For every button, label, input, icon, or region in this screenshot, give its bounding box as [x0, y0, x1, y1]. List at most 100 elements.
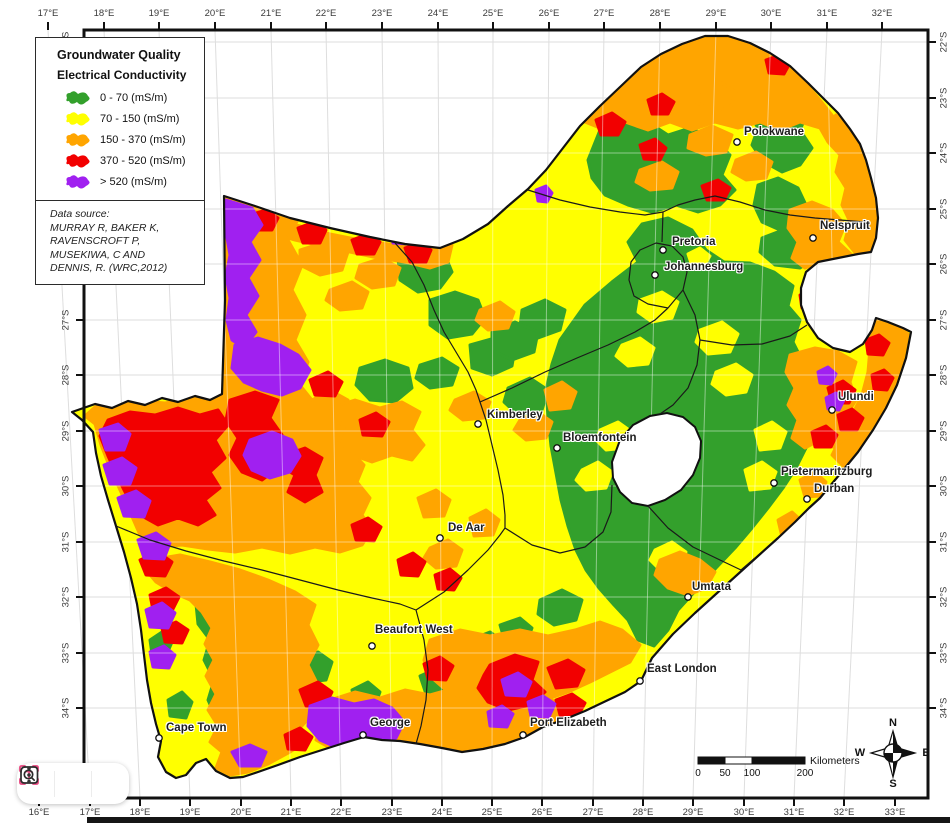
data-source-line: RAVENSCROFT P, — [50, 235, 141, 247]
axis-tick-label: 22°E — [315, 8, 337, 19]
axis-tick-label: 24°E — [427, 8, 449, 19]
axis-tick-label: 33°E — [884, 807, 906, 818]
axis-tick-label: 31°S — [60, 531, 72, 553]
axis-tick-label: 26°E — [538, 8, 560, 19]
city-label-east-london: East London — [647, 663, 717, 675]
legend-item-label: > 520 (mS/m) — [100, 175, 167, 188]
axis-tick-label: 23°S — [938, 87, 950, 109]
province-boundaries — [115, 189, 866, 745]
toolbar-divider — [53, 770, 55, 797]
axis-tick-label: 30°S — [60, 475, 72, 497]
axis-tick-label: 24°E — [431, 807, 453, 818]
axis-tick-label: 27°E — [593, 8, 615, 19]
axis-tick-label: 27°E — [582, 807, 604, 818]
axis-tick-label: 32°E — [871, 8, 893, 19]
city-label-ulundi: Ulundi — [838, 391, 874, 403]
axis-tick-label: 19°E — [148, 8, 170, 19]
axis-tick-label: 29°S — [60, 420, 72, 442]
legend-swatch-blob-icon — [66, 112, 90, 126]
axis-tick-label: 20°E — [230, 807, 252, 818]
axis-tick-label: 24°S — [938, 142, 950, 164]
legend-item: 370 - 520 (mS/m) — [65, 152, 196, 169]
axis-tick-label: 22°S — [938, 31, 950, 53]
axis-tick-label: 27°S — [60, 309, 72, 331]
city-label-nelspruit: Nelspruit — [820, 220, 870, 232]
axis-tick-label: 28°S — [60, 364, 72, 386]
data-source-note: Data source: MURRAY R, BAKER K, RAVENSCR… — [36, 200, 204, 284]
axis-tick-label: 21°E — [260, 8, 282, 19]
axis-tick-label: 28°E — [649, 8, 671, 19]
country-outline — [70, 34, 913, 780]
city-label-kimberley: Kimberley — [487, 409, 543, 421]
axis-tick-label: 33°S — [60, 642, 72, 664]
axis-tick-label: 21°E — [280, 807, 302, 818]
axis-tick-label: 20°E — [204, 8, 226, 19]
axis-tick-label: 32°S — [938, 586, 950, 608]
lesotho-hole — [610, 411, 703, 508]
axis-tick-label: 23°E — [371, 8, 393, 19]
compass-south-label: S — [889, 778, 897, 790]
axis-tick-label: 17°E — [37, 8, 59, 19]
city-label-polokwane: Polokwane — [744, 126, 805, 138]
axis-tick-label: 28°E — [632, 807, 654, 818]
legend-item: 150 - 370 (mS/m) — [65, 131, 196, 148]
city-label-durban: Durban — [814, 483, 855, 495]
axis-tick-label: 32°S — [60, 586, 72, 608]
compass-west-label: W — [854, 747, 866, 759]
axis-tick-label: 32°E — [833, 807, 855, 818]
legend-item: > 520 (mS/m) — [65, 173, 196, 190]
axis-tick-label: 31°E — [816, 8, 838, 19]
city-dots — [155, 138, 836, 742]
city-label-george: George — [370, 717, 411, 729]
axis-tick-label: 25°S — [938, 198, 950, 220]
axis-tick-label: 18°E — [93, 8, 115, 19]
axis-tick-label: 26°S — [938, 253, 950, 275]
legend-item-label: 150 - 370 (mS/m) — [100, 133, 186, 146]
legend-swatch-blob-icon — [66, 154, 90, 168]
legend-subtitle: Electrical Conductivity — [57, 68, 187, 82]
axis-tick-label: 31°S — [938, 531, 950, 553]
data-source-line: MURRAY R, BAKER K, — [50, 221, 160, 234]
axis-tick-label: 29°E — [705, 8, 727, 19]
axis-tick-label: 29°E — [682, 807, 704, 818]
data-source-label: Data source: — [50, 208, 110, 220]
legend-item: 70 - 150 (mS/m) — [65, 110, 196, 127]
axis-tick-label: 30°E — [733, 807, 755, 818]
axis-tick-label: 31°E — [783, 807, 805, 818]
scale-unit-label: Kilometers — [810, 755, 860, 767]
axis-tick-label: 17°E — [79, 807, 101, 818]
more-options-button[interactable] — [27, 763, 129, 804]
city-label-cape-town: Cape Town — [166, 722, 227, 734]
axis-tick-label: 26°E — [531, 807, 553, 818]
legend-item-label: 370 - 520 (mS/m) — [100, 154, 186, 167]
toolbar-divider — [91, 770, 93, 797]
axis-tick-label: 23°E — [381, 807, 403, 818]
floating-toolbar: T — [17, 763, 129, 804]
axis-tick-label: 34°S — [938, 697, 950, 719]
scale-bar — [697, 756, 806, 765]
yellow-class-blobs — [574, 246, 788, 572]
city-label-de-aar: De Aar — [448, 522, 485, 534]
city-label-port-elizabeth: Port Elizabeth — [530, 717, 607, 729]
scale-tick-label: 200 — [796, 768, 814, 779]
lens-search-button[interactable] — [20, 763, 92, 804]
axis-tick-label: 18°E — [129, 807, 151, 818]
compass-north-label: N — [889, 717, 897, 729]
legend-item: 0 - 70 (mS/m) — [65, 89, 196, 106]
compass-east-label: E — [922, 747, 930, 759]
legend-title: Groundwater Quality — [57, 48, 181, 62]
city-label-pretoria: Pretoria — [672, 236, 716, 248]
city-label-umtata: Umtata — [692, 581, 731, 593]
data-source-line: DENNIS, R. (WRC,2012) — [50, 262, 168, 274]
axis-tick-label: 30°S — [938, 475, 950, 497]
axis-tick-label: 30°E — [760, 8, 782, 19]
city-label-pietermaritzburg: Pietermaritzburg — [781, 466, 873, 478]
legend-swatch-blob-icon — [66, 175, 90, 189]
city-label-bloemfontein: Bloemfontein — [563, 432, 637, 444]
axis-tick-label: 25°E — [481, 807, 503, 818]
legend-item-label: 0 - 70 (mS/m) — [100, 91, 168, 104]
map-frame — [38, 22, 936, 806]
axis-tick-label: 16°E — [28, 807, 50, 818]
